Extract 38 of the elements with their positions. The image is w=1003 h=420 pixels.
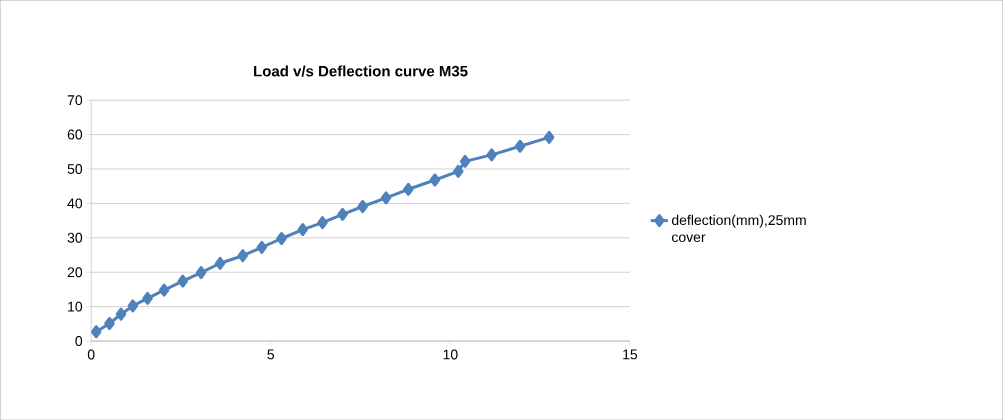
- point: [317, 216, 328, 230]
- point: [214, 256, 226, 270]
- point: [380, 191, 392, 205]
- point: [543, 130, 555, 144]
- y-tick-label: 60: [67, 129, 83, 140]
- y-tick-label: 70: [67, 95, 83, 105]
- x-tick-label: 15: [623, 349, 638, 360]
- x-tick-label: 5: [267, 349, 275, 360]
- point: [403, 182, 414, 196]
- point: [127, 299, 139, 313]
- y-tick-label: 0: [75, 335, 83, 346]
- point: [237, 249, 248, 263]
- point: [297, 222, 308, 236]
- point: [142, 291, 153, 305]
- point: [357, 199, 368, 213]
- point: [104, 316, 115, 330]
- y-tick-label: 50: [67, 163, 83, 174]
- point: [195, 265, 207, 279]
- y-tick-label: 40: [67, 198, 83, 209]
- point: [429, 173, 441, 187]
- x-tick-label: 10: [443, 349, 458, 360]
- chart-title: Load v/s Deflection curve M35: [254, 65, 468, 77]
- point: [276, 231, 287, 245]
- point: [177, 274, 189, 288]
- point: [337, 207, 348, 221]
- point: [514, 139, 526, 153]
- point: [115, 307, 127, 321]
- y-tick-label: 30: [67, 232, 83, 243]
- point: [459, 154, 471, 168]
- point: [453, 164, 464, 178]
- legend-label: deflection(mm),25mm cover: [671, 214, 806, 242]
- point: [256, 240, 268, 254]
- point: [90, 325, 102, 339]
- point: [486, 148, 497, 162]
- x-tick-label: 0: [87, 349, 95, 360]
- point: [158, 283, 170, 297]
- y-tick-label: 20: [67, 267, 83, 278]
- y-tick-label: 10: [68, 301, 83, 312]
